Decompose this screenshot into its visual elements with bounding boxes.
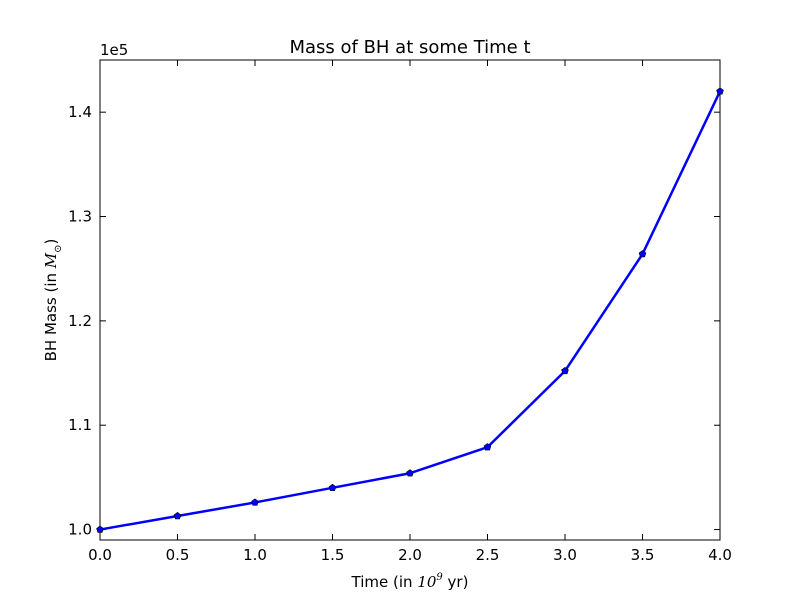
- x-tick-label: 1.0: [243, 546, 267, 564]
- data-point-marker: [173, 512, 182, 520]
- data-point-marker: [638, 250, 647, 258]
- data-point-marker: [716, 87, 724, 95]
- series-layer: [96, 87, 724, 533]
- y-tick-label: 1.3: [68, 208, 92, 226]
- y-tick-label: 1.4: [68, 103, 92, 121]
- x-tick-label: 2.5: [476, 546, 500, 564]
- x-tick-label: 3.5: [631, 546, 655, 564]
- data-point-marker: [406, 469, 414, 477]
- x-tick-label: 3.0: [553, 546, 577, 564]
- data-point-marker: [561, 366, 569, 375]
- x-tick-label: 0.5: [166, 546, 190, 564]
- data-point-marker: [96, 525, 104, 533]
- chart-title: Mass of BH at some Time t: [289, 37, 530, 58]
- x-tick-label: 4.0: [708, 546, 732, 564]
- data-point-marker: [251, 498, 259, 506]
- y-offset-text: 1e5: [100, 41, 128, 59]
- y-tick-label: 1.1: [68, 416, 92, 434]
- y-axis-label: BH Mass (in M⊙): [42, 239, 64, 362]
- data-point-marker: [328, 483, 337, 492]
- x-tick-label: 0.0: [88, 546, 112, 564]
- data-point-marker: [483, 443, 492, 451]
- x-tick-label: 1.5: [321, 546, 345, 564]
- series-line: [99, 90, 722, 531]
- x-tick-label: 2.0: [398, 546, 422, 564]
- y-tick-label: 1.2: [68, 312, 92, 330]
- plot-area-frame: [99, 59, 721, 541]
- y-axis: 1.0 1.1 1.2 1.3 1.4: [68, 103, 720, 539]
- x-axis: 0.0 0.5 1.0 1.5 2.0 2.5 3.0 3.5 4.0: [88, 60, 732, 564]
- y-tick-label: 1.0: [68, 521, 92, 539]
- x-axis-label: Time (in 109 yr): [351, 572, 469, 591]
